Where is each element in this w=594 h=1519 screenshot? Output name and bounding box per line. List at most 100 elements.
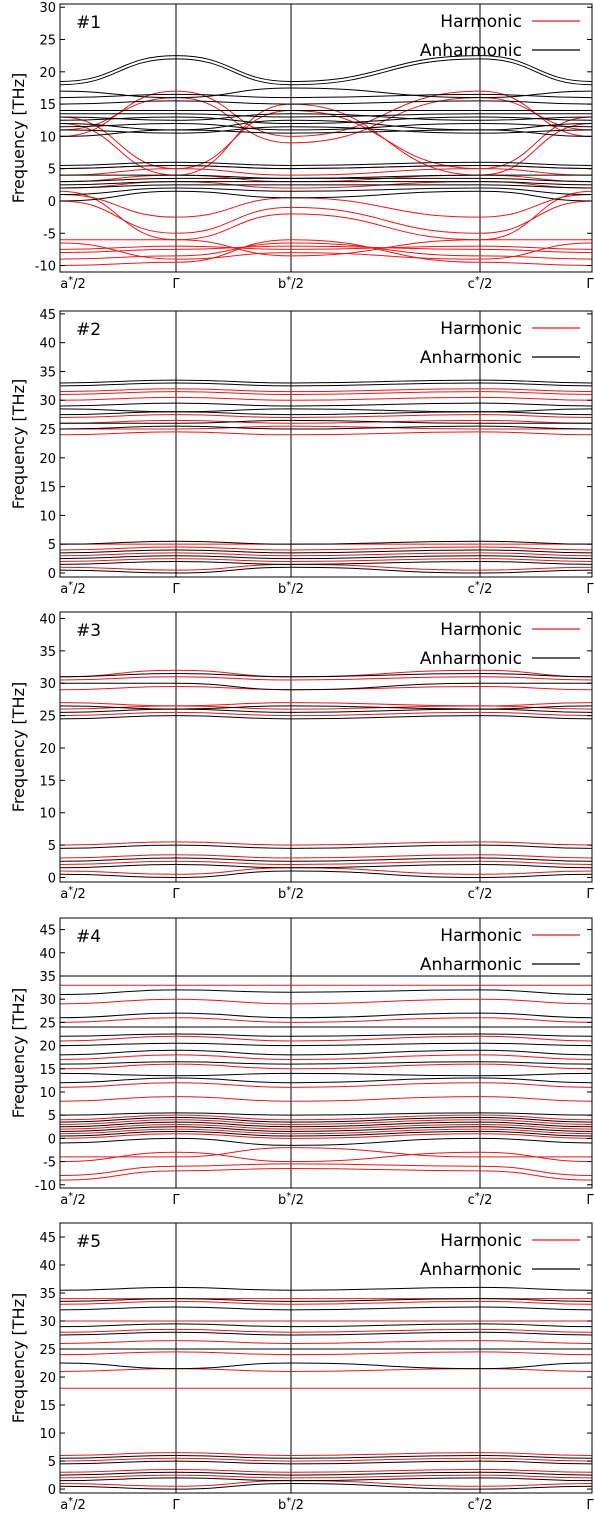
y-tick-label: 0: [48, 195, 56, 210]
y-tick-label: -5: [43, 1156, 56, 1171]
x-tick-label: c*/2: [468, 1496, 493, 1513]
x-tick-label: a*/2: [60, 1496, 86, 1513]
x-tick-label: b*/2: [278, 1496, 304, 1513]
band-anharmonic: [60, 382, 592, 387]
y-tick-label: 5: [48, 1109, 56, 1124]
legend-label-harmonic: Harmonic: [440, 926, 522, 946]
band-anharmonic: [60, 989, 592, 996]
y-tick-label: 35: [39, 1287, 56, 1302]
band-harmonic: [60, 90, 592, 137]
series-harmonic: [60, 669, 592, 875]
band-harmonic: [60, 1452, 592, 1456]
band-anharmonic: [60, 93, 592, 99]
y-tick-label: 20: [39, 1371, 56, 1386]
y-tick-label: 30: [39, 394, 56, 409]
band-anharmonic: [60, 705, 592, 710]
band-harmonic: [60, 705, 592, 710]
band-anharmonic: [60, 1477, 592, 1482]
band-anharmonic: [60, 549, 592, 554]
y-tick-label: 25: [39, 710, 56, 725]
x-tick-label: Γ: [586, 1498, 594, 1513]
band-anharmonic: [60, 129, 592, 137]
band-harmonic: [60, 1133, 592, 1139]
x-tick-label: b*/2: [278, 580, 304, 597]
y-axis-label: Frequency [THz]: [9, 379, 28, 509]
band-harmonic: [60, 552, 592, 557]
x-tick-label: Γ: [586, 1193, 594, 1208]
band-harmonic: [60, 854, 592, 859]
legend-label-anharmonic: Anharmonic: [420, 1260, 522, 1280]
band-harmonic: [60, 97, 592, 144]
band-anharmonic: [60, 119, 592, 131]
series-anharmonic: [60, 975, 592, 1146]
x-tick-label: Γ: [586, 887, 594, 902]
y-tick-label: 20: [39, 742, 56, 757]
y-tick-label: 20: [39, 452, 56, 467]
legend: Harmonic Anharmonic: [420, 1231, 580, 1280]
band-harmonic: [60, 1114, 592, 1121]
panel-label: #4: [76, 927, 101, 947]
y-tick-label: 25: [39, 34, 56, 49]
band-anharmonic: [60, 566, 592, 574]
y-axis-label: Frequency [THz]: [9, 1293, 28, 1423]
x-tick-label: c*/2: [468, 275, 493, 292]
series-harmonic: [60, 984, 592, 1181]
band-anharmonic: [60, 555, 592, 560]
y-tick-label: 0: [48, 1483, 56, 1498]
band-harmonic: [60, 711, 592, 717]
band-harmonic: [60, 860, 592, 866]
x-tick-label: a*/2: [60, 275, 86, 292]
band-anharmonic: [60, 113, 592, 121]
band-anharmonic: [60, 58, 592, 86]
x-tick-label: Γ: [172, 1498, 180, 1513]
plot-area: [60, 379, 592, 574]
plot-area: [60, 975, 592, 1181]
band-anharmonic: [60, 184, 592, 189]
band-anharmonic: [60, 1454, 592, 1459]
y-tick-label: 35: [39, 970, 56, 985]
band-anharmonic: [60, 1471, 592, 1476]
legend: Harmonic Anharmonic: [420, 926, 580, 975]
y-tick-label: 40: [39, 1259, 56, 1274]
band-anharmonic: [60, 174, 592, 179]
y-tick-label: 5: [48, 538, 56, 553]
band-harmonic: [60, 1368, 592, 1372]
band-harmonic: [60, 242, 592, 260]
legend-label-anharmonic: Anharmonic: [420, 649, 522, 669]
band-anharmonic: [60, 1116, 592, 1123]
band-anharmonic: [60, 164, 592, 170]
band-anharmonic: [60, 419, 592, 424]
band-harmonic: [60, 1082, 592, 1088]
y-tick-label: 40: [39, 947, 56, 962]
panel-label: #2: [76, 320, 101, 340]
band-harmonic: [60, 702, 592, 707]
plot-area: [60, 669, 592, 878]
band-anharmonic: [60, 113, 592, 118]
y-tick-label: 35: [39, 365, 56, 380]
y-tick-label: 25: [39, 1016, 56, 1031]
band-anharmonic: [60, 870, 592, 878]
band-anharmonic: [60, 1323, 592, 1328]
band-anharmonic: [60, 1137, 592, 1146]
y-tick-label: 20: [39, 66, 56, 81]
band-anharmonic: [60, 1077, 592, 1084]
band-harmonic: [60, 1128, 592, 1135]
panel-label: #5: [76, 1232, 101, 1252]
band-harmonic: [60, 200, 592, 234]
y-tick-label: 0: [48, 567, 56, 582]
y-tick-label: 0: [48, 1132, 56, 1147]
band-anharmonic: [60, 379, 592, 384]
x-tick-label: a*/2: [60, 885, 86, 902]
band-anharmonic: [60, 161, 592, 166]
y-tick-label: 15: [39, 481, 56, 496]
legend-label-anharmonic: Anharmonic: [420, 41, 522, 61]
band-anharmonic: [60, 1286, 592, 1291]
band-harmonic: [60, 1054, 592, 1060]
band-anharmonic: [60, 1126, 592, 1132]
band-anharmonic: [60, 190, 592, 202]
y-tick-label: -10: [35, 260, 56, 275]
band-anharmonic: [60, 126, 592, 134]
